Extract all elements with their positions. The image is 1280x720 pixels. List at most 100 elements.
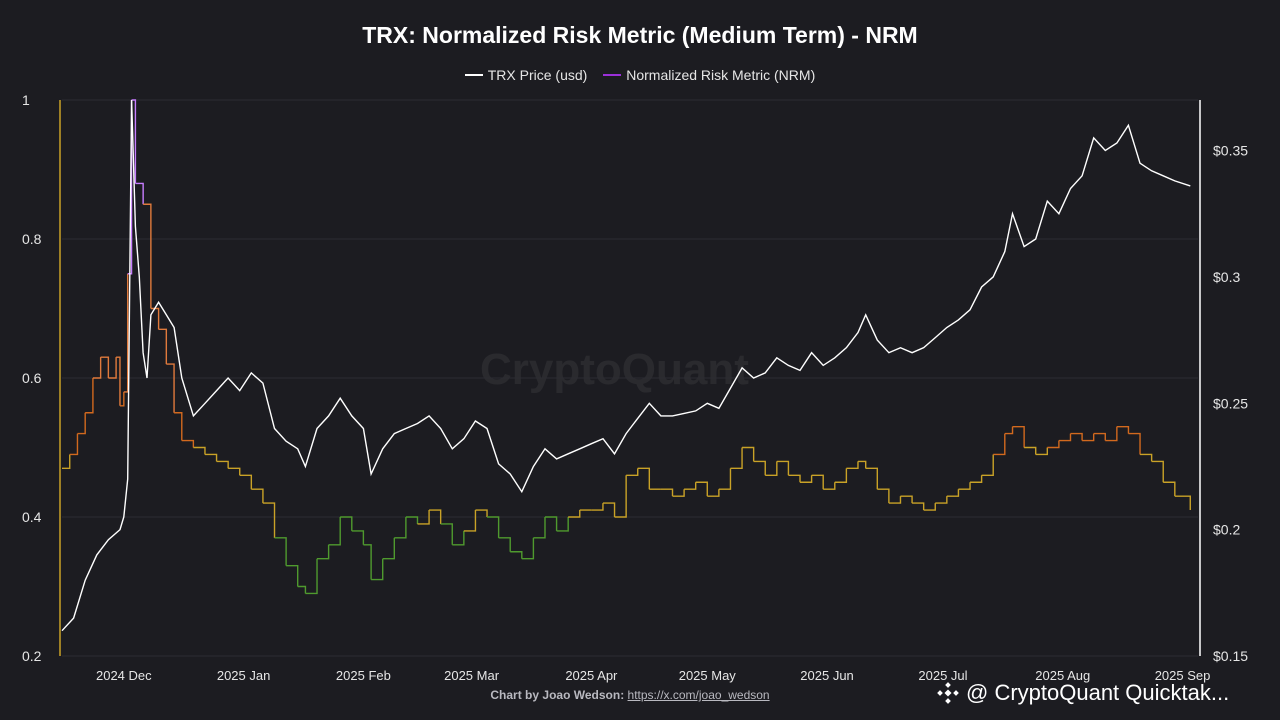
nrm-segment: [475, 509, 488, 517]
x-axis-ticks: 2024 Dec 2025 Jan 2025 Feb 2025 Mar 2025 Apr…: [96, 668, 1210, 683]
nrm-segment: [556, 517, 569, 532]
nrm-segment: [463, 510, 477, 532]
nrm-segment: [695, 481, 708, 497]
nrm-segment: [958, 482, 971, 490]
left-axis-ticks: 0.2 0.4 0.6 0.8 1: [22, 92, 42, 664]
nrm-segment: [1012, 425, 1025, 448]
nrm-segment: [328, 517, 341, 546]
nrm-segment: [108, 357, 117, 379]
nrm-segment: [846, 461, 859, 470]
nrm-segment: [877, 488, 890, 504]
x-tick-label: 2025 Apr: [565, 668, 618, 683]
y-right-tick-label: $0.35: [1213, 143, 1248, 159]
y-right-tick-label: $0.15: [1213, 648, 1248, 664]
nrm-segment: [174, 412, 183, 441]
y-left-tick-label: 0.8: [22, 231, 42, 247]
nrm-series: [62, 99, 1191, 595]
nrm-segment: [181, 439, 195, 448]
nrm-segment: [228, 467, 241, 476]
nrm-segment: [923, 503, 936, 511]
nrm-segment: [742, 446, 755, 462]
nrm-segment: [533, 517, 546, 539]
legend: TRX Price (usd) Normalized Risk Metric (…: [0, 63, 1280, 83]
nrm-segment: [834, 468, 848, 483]
nrm-segment: [251, 488, 264, 504]
nrm-segment: [1140, 453, 1153, 462]
nrm-segment: [193, 446, 206, 455]
x-tick-label: 2025 Mar: [444, 668, 500, 683]
nrm-segment: [935, 496, 948, 504]
nrm-segment: [1128, 432, 1141, 455]
x-tick-label: 2025 Jul: [918, 668, 967, 683]
credit-label: Chart by Joao Wedson:: [490, 688, 625, 702]
nrm-segment: [1151, 460, 1164, 483]
nrm-segment: [116, 356, 121, 406]
nrm-segment: [382, 537, 395, 560]
nrm-segment: [317, 544, 330, 560]
nrm-segment: [1004, 426, 1014, 435]
nrm-segment: [568, 510, 581, 518]
x-tick-label: 2025 Sep: [1155, 668, 1211, 683]
nrm-segment: [1116, 425, 1130, 434]
legend-swatch-nrm: [603, 74, 622, 76]
grid-lines: [62, 99, 1198, 657]
nrm-segment: [672, 489, 685, 497]
nrm-segment: [591, 503, 604, 511]
legend-swatch-price: [464, 74, 483, 76]
y-right-tick-label: $0.25: [1213, 395, 1248, 411]
nrm-segment: [62, 454, 71, 470]
legend-item-nrm[interactable]: Normalized Risk Metric (NRM): [603, 67, 815, 83]
legend-label-price: TRX Price (usd): [487, 67, 588, 83]
nrm-segment: [405, 516, 419, 524]
nrm-segment: [274, 537, 287, 566]
nrm-segment: [487, 516, 500, 538]
y-right-tick-label: $0.2: [1213, 522, 1240, 538]
nrm-segment: [1035, 447, 1049, 456]
nrm-segment: [143, 203, 152, 309]
x-tick-label: 2025 Feb: [336, 668, 391, 683]
nrm-segment: [166, 363, 175, 413]
nrm-segment: [340, 516, 353, 531]
credit-link[interactable]: https://x.com/joao_wedson: [627, 688, 770, 702]
watermark: CryptoQuant: [480, 345, 749, 394]
footer-credit: Chart by Joao Wedson: https://x.com/joao…: [0, 688, 1260, 702]
nrm-segment: [718, 468, 732, 490]
x-tick-label: 2025 May: [679, 668, 737, 683]
nrm-segment: [363, 544, 372, 580]
nrm-segment: [788, 474, 801, 483]
nrm-segment: [637, 467, 651, 490]
right-axis-ticks: $0.15 $0.2 $0.25 $0.3 $0.35: [1213, 143, 1248, 664]
nrm-segment: [1070, 432, 1083, 441]
y-right-tick-label: $0.3: [1213, 269, 1240, 285]
nrm-segment: [730, 447, 743, 470]
nrm-segment: [865, 467, 878, 490]
x-tick-label: 2025 Jun: [800, 668, 854, 683]
nrm-segment: [150, 307, 160, 330]
nrm-segment: [1163, 481, 1176, 497]
x-tick-label: 2025 Aug: [1035, 668, 1090, 683]
quicktake-badge: @ CryptoQuant Quicktak...: [936, 680, 1229, 706]
nrm-segment: [946, 489, 960, 497]
legend-item-price[interactable]: TRX Price (usd): [464, 67, 588, 83]
nrm-segment: [521, 537, 535, 560]
nrm-segment: [204, 453, 218, 462]
nrm-segment: [823, 482, 836, 490]
price-line: [61, 99, 1191, 632]
x-tick-label: 2024 Dec: [96, 668, 152, 683]
nrm-segment: [131, 99, 137, 184]
nrm-segment: [1082, 433, 1095, 442]
nrm-segment: [970, 475, 983, 483]
nrm-segment: [77, 412, 86, 435]
badge-text: @ CryptoQuant Quicktak...: [966, 680, 1230, 705]
nrm-segment: [1093, 432, 1106, 441]
nrm-segment: [452, 530, 465, 546]
nrm-segment: [660, 488, 674, 497]
nrm-segment: [993, 433, 1006, 456]
nrm-segment: [602, 502, 616, 517]
nrm-segment: [158, 328, 168, 365]
nrm-segment: [440, 523, 453, 545]
nrm-segment: [900, 495, 913, 504]
nrm-segment: [85, 378, 94, 414]
nrm-segment: [1024, 446, 1037, 455]
